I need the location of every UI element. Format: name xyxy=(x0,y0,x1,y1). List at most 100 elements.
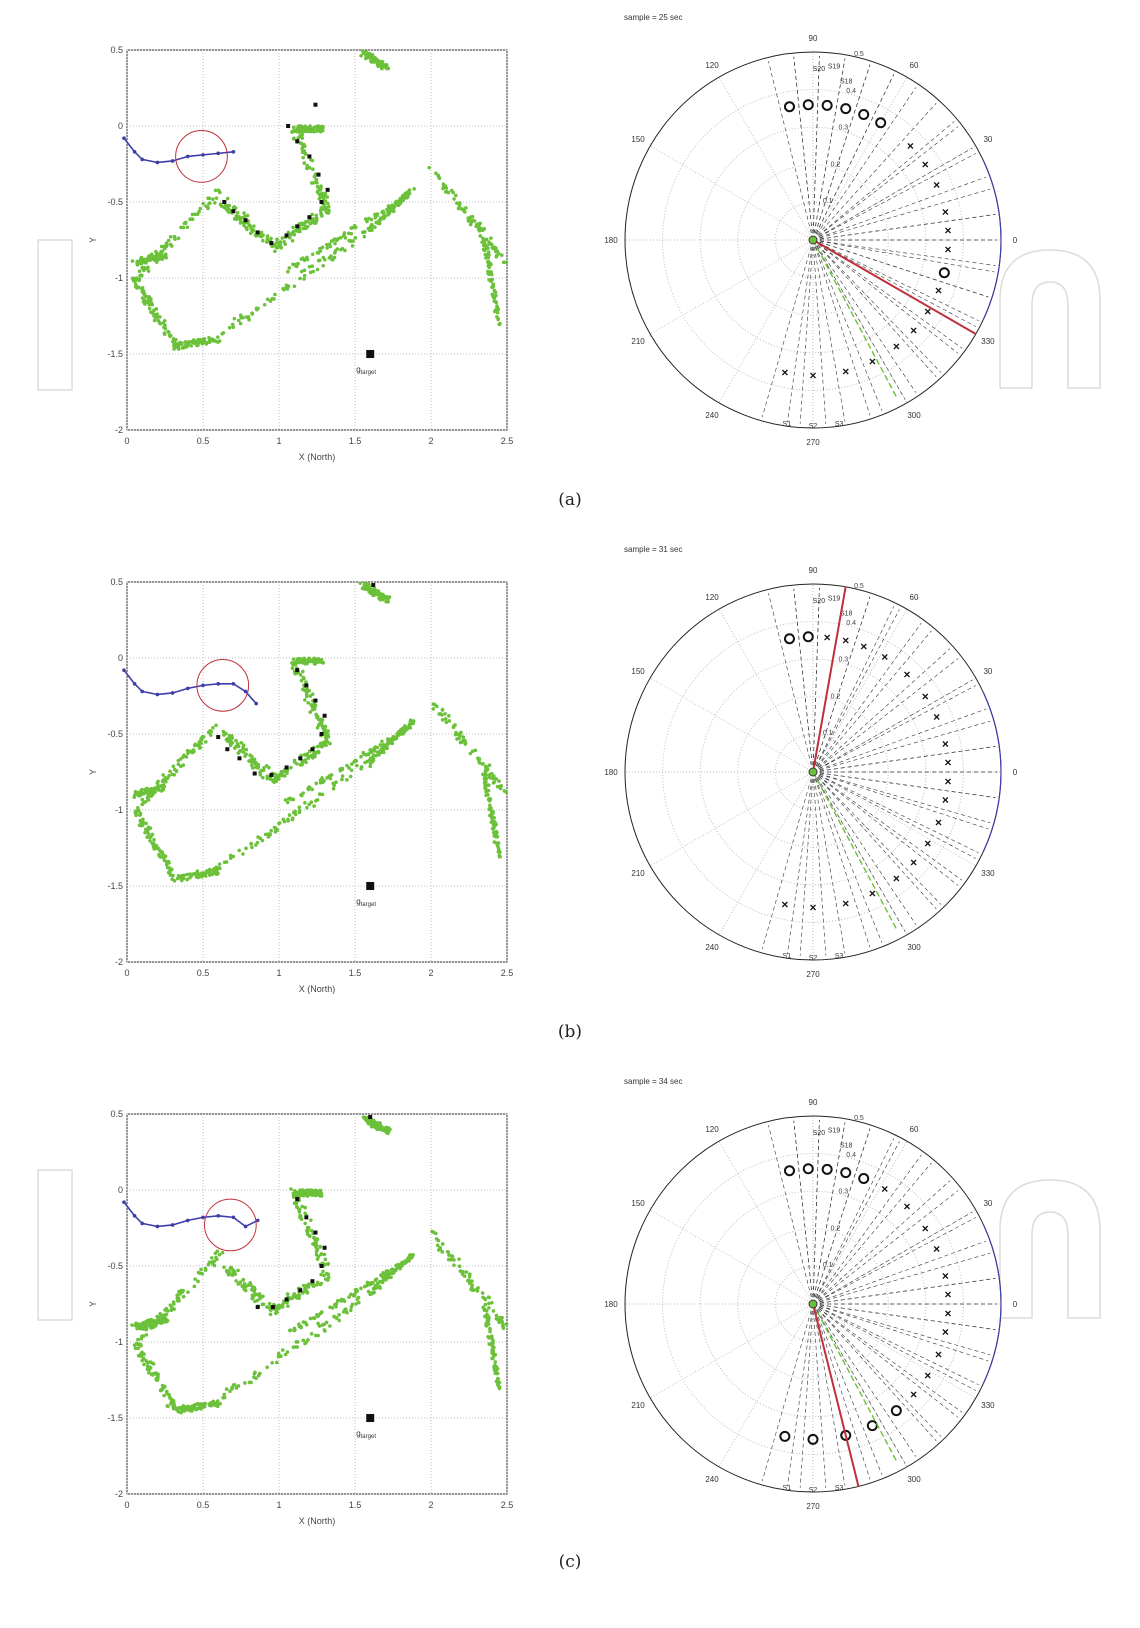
obstacle-point xyxy=(145,1320,150,1324)
obstacle-point xyxy=(265,237,270,241)
obstacle-point xyxy=(352,1293,357,1298)
target-label-subscript: target xyxy=(361,370,377,376)
obstacle-point xyxy=(261,233,265,237)
obstacle-point xyxy=(221,729,226,734)
sector-boundary xyxy=(793,56,814,241)
trajectory-point xyxy=(170,1223,175,1227)
x-tick-label: 1.5 xyxy=(349,436,362,446)
obstacle-point xyxy=(301,1283,306,1288)
obstacle-point xyxy=(492,1345,496,1350)
obstacle-point xyxy=(353,225,358,230)
obstacle-point xyxy=(487,1342,492,1346)
obstacle-point xyxy=(332,255,337,260)
sector-blocked-mark: × xyxy=(881,1182,888,1196)
detected-point xyxy=(255,1305,260,1310)
trajectory-point xyxy=(140,689,144,694)
obstacle-point xyxy=(214,1255,218,1260)
obstacle-point xyxy=(222,1392,227,1397)
obstacle-point xyxy=(294,659,299,664)
obstacle-point xyxy=(171,873,175,878)
obstacle-point xyxy=(207,867,212,872)
obstacle-point xyxy=(306,1226,311,1230)
sector-boundary xyxy=(768,1125,814,1305)
obstacle-point xyxy=(297,808,302,813)
robot-circle xyxy=(196,659,250,712)
obstacle-point xyxy=(476,222,480,226)
obstacle-point xyxy=(470,214,475,219)
obstacle-point xyxy=(139,1344,143,1348)
obstacle-point xyxy=(244,315,249,319)
x-tick-label: 1 xyxy=(276,968,281,978)
sector-boundary xyxy=(812,587,820,773)
obstacle-point xyxy=(391,1271,395,1276)
obstacle-point xyxy=(237,215,241,219)
obstacle-point xyxy=(252,1371,257,1376)
obstacle-point xyxy=(137,278,141,283)
obstacle-point xyxy=(312,174,317,179)
sector-blocked-mark: × xyxy=(922,1221,929,1235)
obstacle-point xyxy=(301,256,305,260)
obstacle-point xyxy=(489,236,493,240)
sector-boundary xyxy=(812,1162,932,1305)
obstacle-point xyxy=(199,1267,203,1272)
obstacle-point xyxy=(326,734,331,739)
obstacle-point xyxy=(166,1404,170,1409)
obstacle-point xyxy=(274,1360,279,1365)
obstacle-point xyxy=(376,591,381,595)
obstacle-point xyxy=(132,279,136,283)
sector-label: S19 xyxy=(828,595,841,602)
obstacle-point xyxy=(323,733,328,737)
sector-boundary xyxy=(812,1154,922,1305)
sector-blocked-mark: × xyxy=(945,224,952,238)
obstacle-point xyxy=(242,1282,247,1286)
obstacle-point xyxy=(315,250,320,255)
sector-free-mark xyxy=(840,1429,852,1441)
obstacle-point xyxy=(467,1278,471,1282)
obstacle-point xyxy=(231,325,236,330)
obstacle-point xyxy=(228,736,233,741)
y-tick-label: 0.5 xyxy=(110,577,123,587)
polar-angle-label: 240 xyxy=(705,943,719,952)
sector-blocked-mark: × xyxy=(922,157,929,171)
obstacle-point xyxy=(337,1313,341,1317)
obstacle-point xyxy=(186,341,191,346)
y-tick-label: -0.5 xyxy=(107,729,123,739)
obstacle-point xyxy=(218,1401,222,1406)
obstacle-point xyxy=(267,1301,272,1306)
sector-boundary xyxy=(812,746,996,773)
obstacle-point xyxy=(457,736,461,741)
obstacle-point xyxy=(301,669,305,674)
obstacle-point xyxy=(484,1324,489,1328)
obstacle-point xyxy=(309,1191,313,1195)
detected-point xyxy=(225,747,230,752)
obstacle-point xyxy=(324,730,329,735)
obstacle-point xyxy=(270,1360,274,1365)
detected-point xyxy=(319,1264,324,1268)
obstacle-point xyxy=(326,201,330,206)
sector-free-mark xyxy=(875,117,887,129)
obstacle-point xyxy=(290,238,295,243)
obstacle-point xyxy=(324,210,329,215)
sector-boundary xyxy=(787,771,814,955)
sector-free-mark xyxy=(802,1163,814,1175)
obstacle-point xyxy=(290,817,295,822)
obstacle-point xyxy=(327,242,332,246)
obstacle-point xyxy=(292,760,297,764)
obstacle-point xyxy=(281,286,285,291)
obstacle-point xyxy=(368,764,372,769)
obstacle-point xyxy=(218,202,223,207)
obstacle-point xyxy=(275,237,279,242)
obstacle-point xyxy=(335,1298,340,1303)
obstacle-point xyxy=(489,242,494,246)
obstacle-point xyxy=(358,581,363,585)
y-tick-label: -0.5 xyxy=(107,1261,123,1271)
obstacle-point xyxy=(396,1262,401,1267)
x-tick-label: 1 xyxy=(276,436,281,446)
obstacle-point xyxy=(326,1262,331,1266)
sector-boundary xyxy=(812,771,991,824)
obstacle-point xyxy=(487,773,492,778)
sector-free-mark xyxy=(779,1430,791,1442)
obstacle-point xyxy=(303,758,308,762)
obstacle-point xyxy=(142,265,146,270)
detected-point xyxy=(319,200,324,204)
